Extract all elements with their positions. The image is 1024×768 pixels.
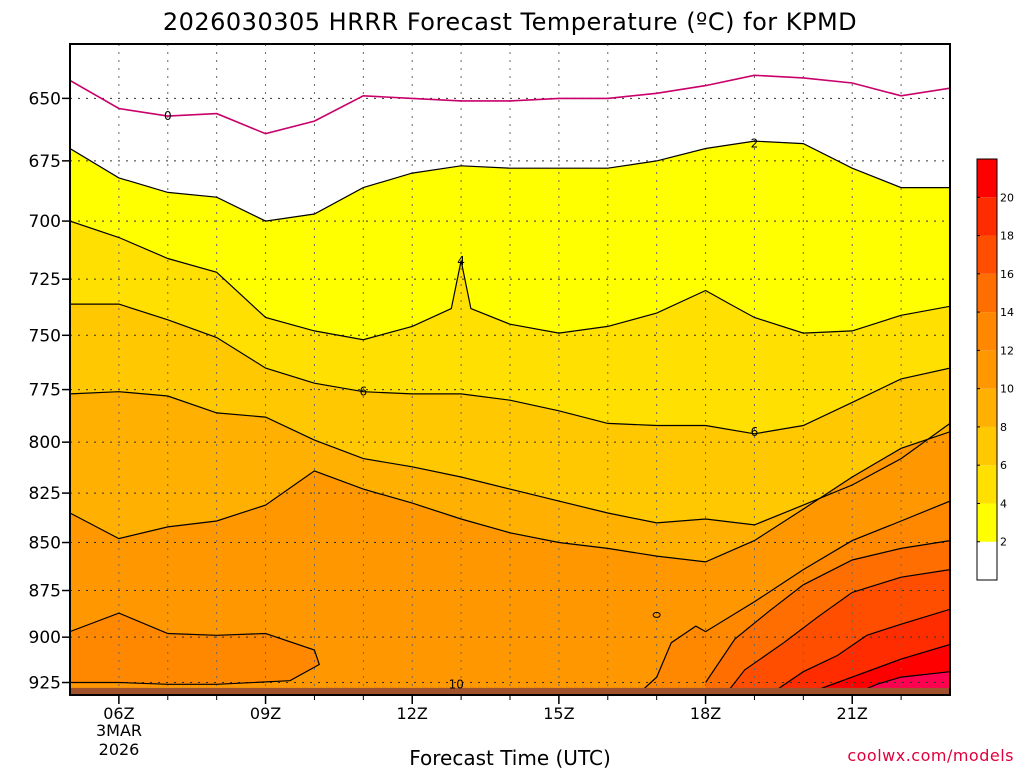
y-tick-label: 825 [29,484,61,504]
colorbar-label: 2 [1000,536,1007,549]
isotherm-12c [636,500,950,695]
contour-label: 6 [360,385,368,399]
colorbar-segment [977,388,997,427]
isotherm-12c [70,612,321,685]
colorbar-segment [977,235,997,274]
y-tick-label: 800 [29,433,61,453]
colorbar-label: 16 [1000,268,1014,281]
isotherm-10c [70,431,950,563]
colorbar-segment [977,197,997,236]
y-axis-ticks: 650 675 700 725 750 775 800 825 850 875 900 925 [29,89,70,694]
colorbar-segment [977,312,997,351]
band-4-6 [70,221,950,434]
y-tick-label: 875 [29,582,61,602]
x-tick-label: 09Z [250,704,281,723]
colorbar-label: 6 [1000,459,1007,472]
grid-lines [70,44,950,695]
isotherm-4c [70,220,950,341]
band-2-4 [70,141,950,340]
isotherm-6c [70,303,950,435]
y-tick-label: 700 [29,212,61,232]
colorbar-segment [977,426,997,466]
isotherm-small-loop [652,611,661,618]
x-tick-label: 06Z [103,704,134,723]
colorbar-label: 12 [1000,344,1014,357]
y-tick-label: 675 [29,152,61,172]
date-label-year: 2026 [99,740,140,759]
isotherm-8c [70,391,950,526]
colorbar-segment [977,541,997,580]
colorbar-segment [977,350,997,389]
x-tick-label: 12Z [397,704,428,723]
isotherm-14c [705,540,950,683]
colorbar-segment [977,159,997,198]
colorbar: 2 4 6 8 10 12 14 16 18 20 [976,158,1014,581]
x-tick-label: 21Z [837,704,868,723]
isotherm-16c [724,569,950,695]
date-label-day: 3MAR [96,721,142,740]
colorbar-label: 4 [1000,497,1007,510]
contour-label: 6 [751,425,759,439]
site-credit: coolwx.com/models [847,746,1014,765]
colorbar-frame [976,158,998,581]
contour-labels: 0 2 4 6 6 10 [164,109,758,691]
isotherm-lines [70,74,950,695]
ground-fill [70,687,950,695]
colorbar-label: 14 [1000,306,1014,319]
contour-label: 2 [751,137,759,151]
ground-layer [70,687,950,695]
y-tick-label: 900 [29,628,61,648]
y-tick-label: 775 [29,381,61,401]
band-below-0 [70,44,950,134]
contour-label: 10 [449,677,464,691]
colorbar-label: 8 [1000,421,1007,434]
y-tick-label: 650 [29,89,61,109]
y-tick-label: 750 [29,326,61,346]
isotherm-20c [803,643,950,695]
x-tick-label: 18Z [690,704,721,723]
y-tick-label: 725 [29,270,61,290]
contour-label: 4 [457,254,465,268]
temperature-fill-bands [70,44,950,695]
isotherm-0c [70,74,950,135]
colorbar-segment [977,465,997,504]
contour-label: 0 [164,109,172,123]
isotherm-18c [768,608,950,695]
colorbar-segment [977,503,997,542]
colorbar-label: 20 [1000,191,1014,204]
x-axis-ticks: 06Z 09Z 12Z 15Z 18Z 21Z [103,695,902,723]
y-tick-label: 925 [29,674,61,694]
band-8-10 [70,391,950,562]
band-12-14-left [70,613,320,685]
colorbar-segment [977,273,997,313]
x-axis-label: Forecast Time (UTC) [409,746,611,768]
colorbar-label: 10 [1000,383,1014,396]
isotherm-2c [70,140,950,222]
band-6-8 [70,304,950,525]
colorbar-label: 18 [1000,230,1014,243]
chart-title: 2026030305 HRRR Forecast Temperature (ºC… [163,8,857,36]
y-tick-label: 850 [29,534,61,554]
x-tick-label: 15Z [543,704,574,723]
